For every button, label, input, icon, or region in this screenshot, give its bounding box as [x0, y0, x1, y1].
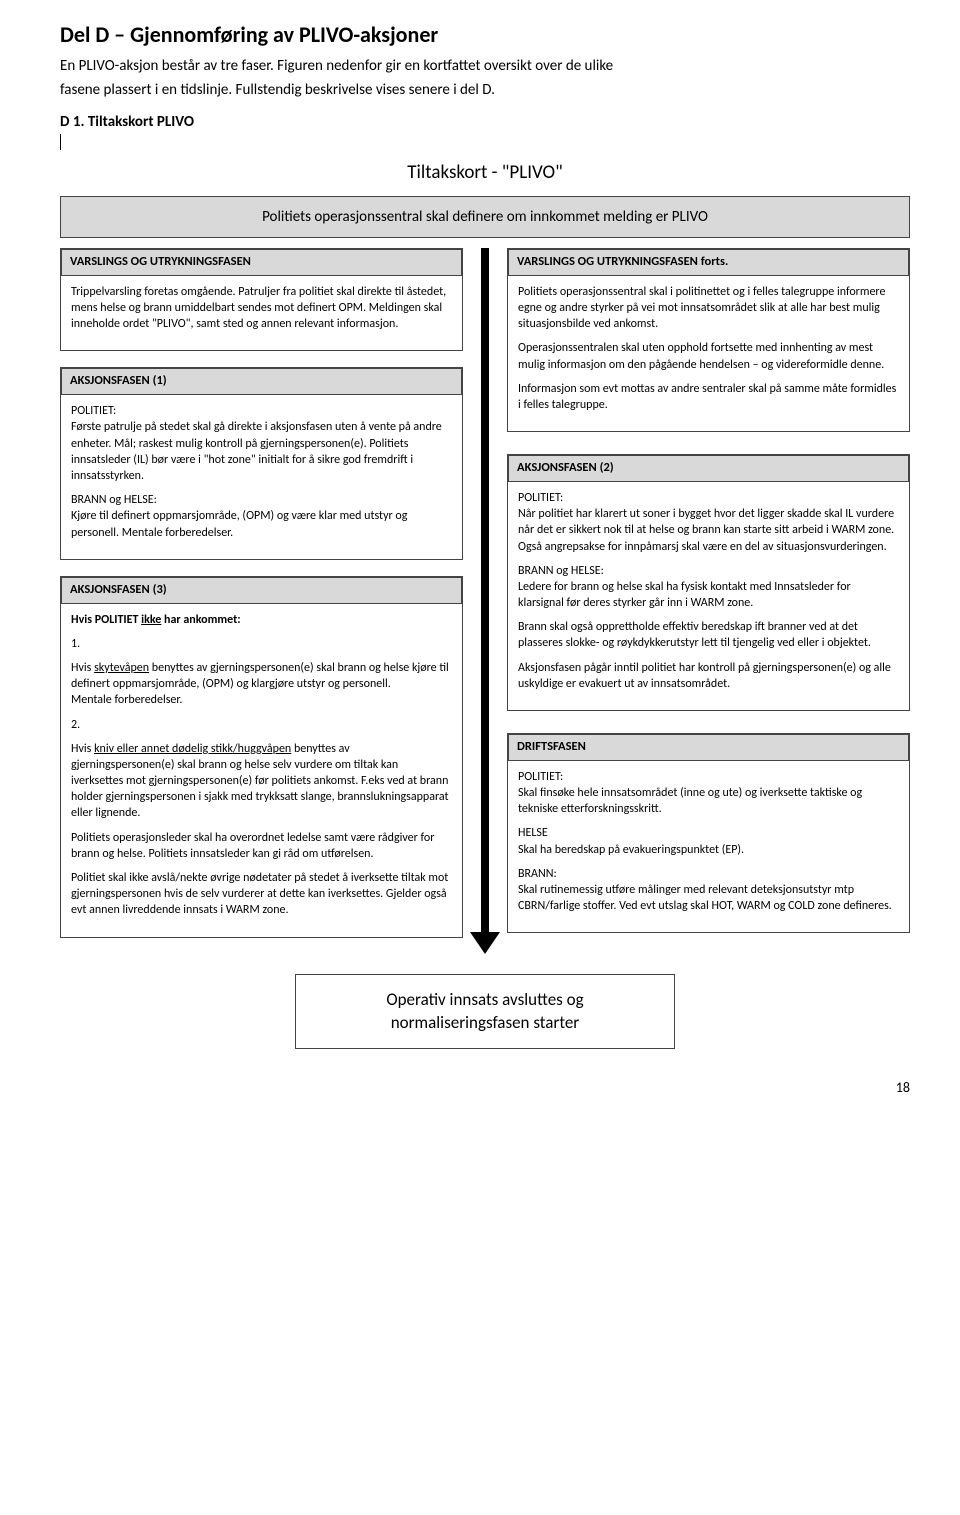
card-header: VARSLINGS OG UTRYKNINGSFASEN [61, 249, 462, 276]
label-politiet: POLITIET: [518, 491, 563, 505]
body: Skal ha beredskap på evakueringspunktet … [518, 843, 744, 857]
body: BRANN og HELSE: Ledere for brann og hels… [518, 563, 899, 612]
card-header: DRIFTSFASEN [508, 734, 909, 761]
top-banner: Politiets operasjonssentral skal definer… [60, 196, 910, 238]
card-body: Trippelvarsling foretas omgående. Patrul… [71, 284, 452, 333]
paragraph-refuse: Politiet skal ikke avslå/nekte øvrige nø… [71, 870, 452, 919]
post: har ankommet: [161, 613, 240, 627]
body: Når politiet har klarert ut soner i bygg… [518, 507, 894, 553]
pre: Hvis [71, 661, 94, 675]
card-body: POLITIET: Første patrulje på stedet skal… [71, 403, 452, 484]
body: Skal rutinemessig utføre målinger med re… [518, 883, 892, 913]
card-header: AKSJONSFASEN (3) [61, 577, 462, 604]
text-cursor [60, 134, 61, 150]
card-header: VARSLINGS OG UTRYKNINGSFASEN forts. [508, 249, 909, 276]
card-header: AKSJONSFASEN (2) [508, 455, 909, 482]
card-varsling-left: VARSLINGS OG UTRYKNINGSFASEN Trippelvars… [60, 248, 463, 351]
body: POLITIET: Når politiet har klarert ut so… [518, 490, 899, 555]
section-heading: Del D – Gjennomføring av PLIVO-aksjoner [60, 20, 910, 50]
flow-diagram: VARSLINGS OG UTRYKNINGSFASEN Trippelvars… [60, 248, 910, 954]
bottom-end-box: Operativ innsats avsluttes og normaliser… [295, 974, 675, 1050]
card-aksjon-2: AKSJONSFASEN (2) POLITIET: Når politiet … [507, 454, 910, 711]
page-number: 18 [60, 1079, 910, 1098]
card-drift: DRIFTSFASEN POLITIET: Skal finsøke hele … [507, 733, 910, 933]
end-line-1: Operativ innsats avsluttes og [316, 989, 654, 1012]
body: Ledere for brann og helse skal ha fysisk… [518, 580, 851, 610]
if-police-not-arrived: Hvis POLITIET ikke har ankommet: [71, 612, 452, 628]
body: HELSE Skal ha beredskap på evakueringspu… [518, 825, 899, 857]
u: kniv eller annet dødelig stikk/huggvåpen [94, 742, 291, 756]
num-2: 2. [71, 717, 452, 733]
card-aksjon-3: AKSJONSFASEN (3) Hvis POLITIET ikke har … [60, 576, 463, 938]
body: Første patrulje på stedet skal gå direkt… [71, 420, 442, 483]
body: Politiets operasjonssentral skal i polit… [518, 284, 899, 333]
card-varsling-right: VARSLINGS OG UTRYKNINGSFASEN forts. Poli… [507, 248, 910, 432]
pre: Hvis [71, 742, 94, 756]
body: Kjøre til definert oppmarsjområde, (OPM)… [71, 509, 407, 539]
body: Brann skal også opprettholde effektiv be… [518, 619, 899, 651]
label-brann-helse: BRANN og HELSE: [71, 493, 157, 507]
label-helse: HELSE [518, 826, 548, 840]
u: skytevåpen [94, 661, 149, 675]
label-politiet: POLITIET: [71, 404, 116, 418]
card-aksjon-1: AKSJONSFASEN (1) POLITIET: Første patrul… [60, 367, 463, 559]
end-line-2: normaliseringsfasen starter [316, 1012, 654, 1035]
body: POLITIET: Skal finsøke hele innsatsområd… [518, 769, 899, 818]
pre: Hvis POLITIET [71, 613, 141, 627]
body: BRANN: Skal rutinemessig utføre målinger… [518, 866, 899, 915]
u: ikke [141, 613, 161, 627]
label-brann: BRANN: [518, 867, 557, 881]
subsection-d1: D 1. Tiltakskort PLIVO [60, 112, 910, 132]
body: Skal finsøke hele innsatsområdet (inne o… [518, 786, 862, 816]
diagram-title: Tiltakskort - "PLIVO" [60, 160, 910, 186]
timeline-arrow [480, 248, 490, 954]
intro-line-2: fasene plassert i en tidslinje. Fullsten… [60, 80, 910, 100]
body: Aksjonsfasen pågår inntil politiet har k… [518, 660, 899, 692]
body: Informasjon som evt mottas av andre sent… [518, 381, 899, 413]
card-header: AKSJONSFASEN (1) [61, 368, 462, 395]
scenario-2: Hvis kniv eller annet dødelig stikk/hugg… [71, 741, 452, 822]
scenario-1: Hvis skytevåpen benyttes av gjerningsper… [71, 660, 452, 709]
post2: Mentale forberedelser. [71, 693, 182, 707]
num-1: 1. [71, 636, 452, 652]
body: Operasjonssentralen skal uten opphold fo… [518, 340, 899, 372]
card-body: BRANN og HELSE: Kjøre til definert oppma… [71, 492, 452, 541]
intro-line-1: En PLIVO-aksjon består av tre faser. Fig… [60, 56, 910, 76]
paragraph-ops: Politiets operasjonsleder skal ha overor… [71, 830, 452, 862]
label-brann-helse: BRANN og HELSE: [518, 564, 604, 578]
label-politiet: POLITIET: [518, 770, 563, 784]
